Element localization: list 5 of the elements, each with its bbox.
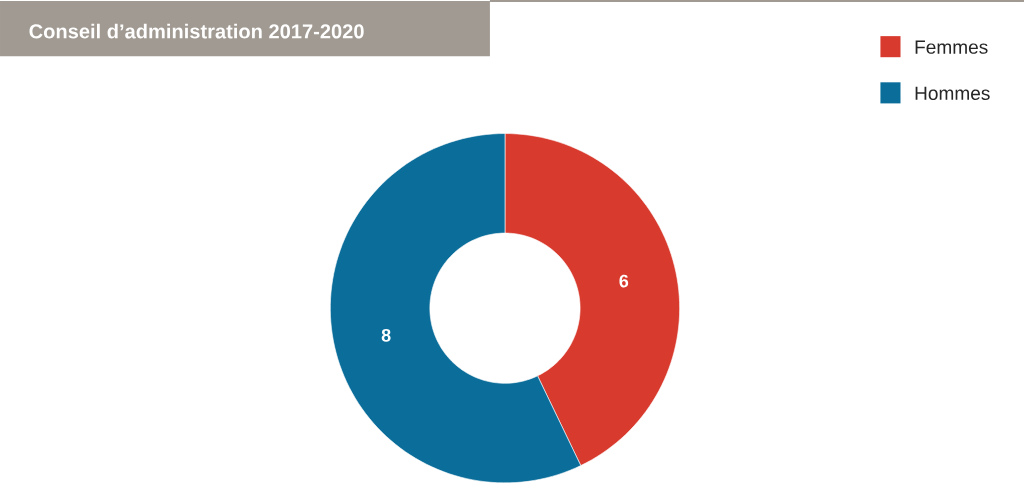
- chart-title: Conseil d’administration 2017-2020: [29, 23, 364, 39]
- data-label: 6: [619, 274, 629, 288]
- legend-label: Hommes: [915, 86, 990, 100]
- data-label: 8: [381, 328, 391, 342]
- legend-label: Femmes: [915, 40, 988, 54]
